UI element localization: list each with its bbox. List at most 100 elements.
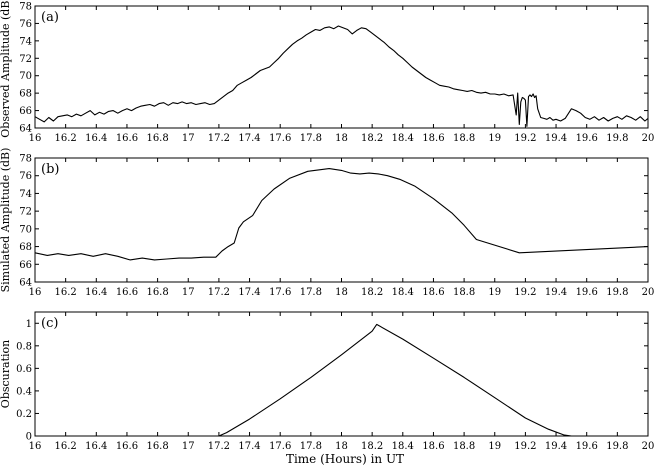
- x-tick-label: 17.4: [238, 441, 260, 452]
- plot-frame: [34, 157, 649, 283]
- x-tick-label: 16.8: [146, 287, 168, 298]
- x-tick-label: 17.2: [208, 287, 230, 298]
- x-tick-label: 17.8: [300, 287, 322, 298]
- y-tick-label: 0.4: [16, 386, 32, 397]
- x-tick-label: 17.6: [269, 287, 291, 298]
- x-tick-label: 17.4: [238, 287, 260, 298]
- x-tick-label: 19.4: [545, 441, 567, 452]
- x-tick-label: 16.6: [116, 287, 138, 298]
- x-tick-label: 16.4: [85, 441, 107, 452]
- y-tick-label: 68: [19, 242, 32, 253]
- x-tick-label: 19.2: [514, 441, 536, 452]
- x-tick-label: 16: [29, 287, 42, 298]
- x-tick-label: 18.8: [453, 441, 475, 452]
- y-tick-label: 76: [19, 19, 32, 30]
- x-tick-label: 20: [642, 441, 654, 452]
- x-tick-label: 16: [29, 441, 42, 452]
- x-tick-label: 19.8: [606, 441, 628, 452]
- y-tick-label: 70: [19, 71, 32, 82]
- y-axis-label: Observed Amplitude (dB): [0, 0, 12, 138]
- x-tick-label: 18.4: [392, 133, 414, 144]
- x-tick-label: 16.2: [55, 441, 77, 452]
- y-axis-label: Obscuration: [0, 340, 12, 408]
- x-tick-label: 17: [182, 287, 195, 298]
- x-tick-label: 18: [335, 287, 348, 298]
- y-tick-label: 72: [19, 207, 32, 218]
- y-tick-label: 64: [19, 278, 32, 289]
- y-tick-label: 70: [19, 224, 32, 235]
- x-tick-label: 18.2: [361, 441, 383, 452]
- x-tick-label: 19.2: [514, 133, 536, 144]
- x-tick-label: 20: [642, 287, 654, 298]
- x-tick-label: 18.8: [453, 133, 475, 144]
- y-axis-label: Simulated Amplitude (dB): [0, 148, 12, 293]
- x-tick-label: 18.6: [422, 133, 444, 144]
- series-line: [34, 168, 649, 261]
- plot-frame: [34, 311, 649, 437]
- y-tick-label: 78: [19, 154, 32, 165]
- x-tick-label: 17.6: [269, 133, 291, 144]
- y-tick-label: 78: [19, 2, 32, 13]
- chart-panel-2: 16 16.2 16.4 16.6 16.8 17 17.2 17.4 17.6 17.8 18 18…: [0, 148, 654, 298]
- x-tick-label: 16.4: [85, 133, 107, 144]
- x-tick-label: 17.8: [300, 133, 322, 144]
- x-tick-label: 18.6: [422, 287, 444, 298]
- y-tick-label: 64: [19, 124, 32, 135]
- x-tick-label: 17.2: [208, 133, 230, 144]
- x-tick-label: 18: [335, 133, 348, 144]
- panel-label: (a): [41, 10, 59, 25]
- chart-panel-1: 16 16.2 16.4 16.6 16.8 17 17.2 17.4 17.6 17.8 18 18…: [0, 0, 654, 144]
- x-tick-label: 17.4: [238, 133, 260, 144]
- series-line: [34, 25, 649, 127]
- x-tick-label: 19.6: [576, 287, 598, 298]
- x-tick-label: 19.6: [576, 441, 598, 452]
- x-tick-label: 16.8: [146, 133, 168, 144]
- x-tick-label: 19.8: [606, 287, 628, 298]
- x-tick-label: 18.2: [361, 287, 383, 298]
- chart-panel-3: 16 16.2 16.4 16.6 16.8 17 17.2 17.4 17.6 17.8 18 18…: [0, 311, 654, 452]
- x-tick-label: 19.2: [514, 287, 536, 298]
- x-tick-label: 16: [29, 133, 42, 144]
- x-tick-label: 19: [488, 133, 501, 144]
- x-tick-label: 17.2: [208, 441, 230, 452]
- y-tick-label: 72: [19, 54, 32, 65]
- y-tick-label: 0.6: [16, 364, 32, 375]
- y-tick-label: 0.8: [16, 341, 32, 352]
- series-line: [218, 323, 572, 437]
- y-tick-label: 76: [19, 171, 32, 182]
- x-tick-label: 19.4: [545, 287, 567, 298]
- x-tick-label: 16.6: [116, 441, 138, 452]
- x-tick-label: 18.4: [392, 287, 414, 298]
- x-tick-label: 16.2: [55, 133, 77, 144]
- y-tick-label: 74: [19, 189, 32, 200]
- x-tick-label: 19: [488, 287, 501, 298]
- y-tick-label: 66: [19, 260, 32, 271]
- y-tick-label: 0.2: [16, 409, 32, 420]
- x-tick-label: 18.6: [422, 441, 444, 452]
- x-tick-label: 17: [182, 441, 195, 452]
- x-tick-label: 18: [335, 441, 348, 452]
- x-tick-label: 19: [488, 441, 501, 452]
- x-tick-label: 17: [182, 133, 195, 144]
- panel-label: (c): [41, 316, 58, 331]
- y-tick-label: 0: [26, 432, 32, 443]
- y-tick-label: 66: [19, 106, 32, 117]
- x-tick-label: 19.4: [545, 133, 567, 144]
- x-axis-label: Time (Hours) in UT: [286, 452, 404, 466]
- y-tick-label: 74: [19, 36, 32, 47]
- panel-label: (b): [41, 162, 59, 177]
- y-tick-label: 68: [19, 89, 32, 100]
- x-tick-label: 16.4: [85, 287, 107, 298]
- x-tick-label: 19.6: [576, 133, 598, 144]
- x-tick-label: 16.8: [146, 441, 168, 452]
- x-tick-label: 16.6: [116, 133, 138, 144]
- y-tick-label: 1: [26, 319, 32, 330]
- x-tick-label: 18.8: [453, 287, 475, 298]
- plot-frame: [34, 5, 649, 129]
- x-tick-label: 17.6: [269, 441, 291, 452]
- x-tick-label: 17.8: [300, 441, 322, 452]
- x-tick-label: 19.8: [606, 133, 628, 144]
- x-tick-label: 16.2: [55, 287, 77, 298]
- x-tick-label: 18.2: [361, 133, 383, 144]
